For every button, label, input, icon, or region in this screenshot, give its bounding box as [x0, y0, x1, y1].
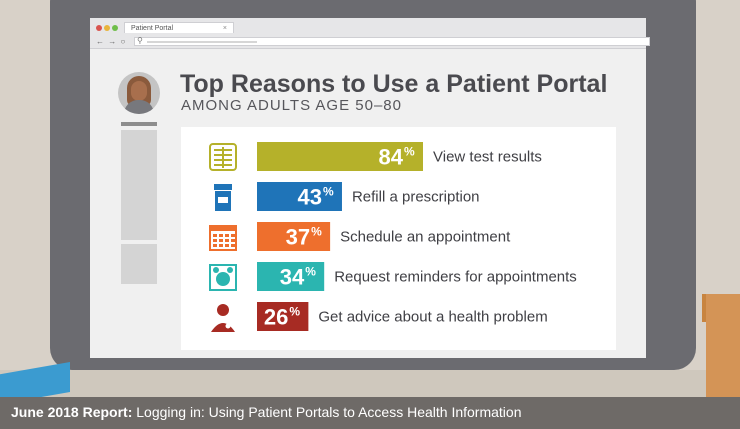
category-label: Refill a prescription — [352, 189, 480, 206]
report-label: June 2018 Report: — [11, 404, 133, 420]
data-label-unit: % — [404, 145, 415, 159]
bar-row: 43% Refill a prescription — [214, 182, 480, 211]
bar — [257, 222, 331, 251]
nav-arrows-icon[interactable]: ← → ○ — [96, 37, 127, 46]
minimize-dot[interactable] — [104, 25, 110, 31]
category-label: Schedule an appointment — [340, 229, 511, 246]
data-label: 34 — [280, 265, 305, 290]
plant-pot — [706, 294, 740, 398]
prescription-bottle-icon — [214, 184, 232, 211]
data-label: 26 — [264, 305, 288, 330]
data-label: 43 — [297, 185, 321, 210]
address-bar[interactable]: ⚲ — [134, 36, 650, 46]
bar-row: 37% Schedule an appointment — [209, 222, 511, 251]
sidebar-divider — [121, 122, 157, 126]
page-subtitle: AMONG ADULTS AGE 50–80 — [181, 97, 402, 114]
browser-chrome: Patient Portal × ← → ○ ⚲ — [90, 18, 650, 49]
doctor-icon — [211, 304, 235, 332]
category-label: View test results — [433, 149, 542, 166]
tab-close-icon[interactable]: × — [222, 25, 227, 32]
category-label: Request reminders for appointments — [334, 269, 577, 286]
calendar-icon — [209, 225, 237, 251]
address-text-placeholder — [147, 41, 257, 43]
data-label-unit: % — [305, 265, 316, 279]
tab-title: Patient Portal — [131, 25, 174, 32]
data-label-unit: % — [323, 185, 334, 199]
maximize-dot[interactable] — [112, 25, 118, 31]
bar-row: 26% Get advice about a health problem — [211, 302, 548, 332]
bar — [257, 302, 309, 331]
bar-row: 84% View test results — [209, 142, 542, 171]
page-title: Top Reasons to Use a Patient Portal — [180, 70, 608, 98]
bar-row: 34% Request reminders for appointments — [209, 262, 577, 291]
sidebar-panel-lower — [121, 244, 157, 284]
data-label: 37 — [286, 225, 310, 250]
bar — [257, 142, 423, 171]
category-label: Get advice about a health problem — [318, 309, 547, 326]
avatar — [118, 72, 160, 114]
report-footer: June 2018 Report: Logging in: Using Pati… — [11, 404, 521, 420]
sidebar-panel — [121, 130, 157, 240]
tab-patient-portal[interactable]: Patient Portal × — [124, 22, 234, 33]
bar — [257, 182, 342, 211]
data-label: 84 — [379, 145, 404, 170]
alarm-clock-icon — [209, 264, 237, 291]
report-title: Logging in: Using Patient Portals to Acc… — [136, 404, 522, 420]
footer-bar — [0, 397, 740, 429]
data-label-unit: % — [311, 225, 322, 239]
data-label-unit: % — [289, 305, 300, 319]
x-ray-icon — [209, 143, 237, 171]
bar — [257, 262, 325, 291]
desk — [0, 370, 740, 397]
close-dot[interactable] — [96, 25, 102, 31]
search-icon: ⚲ — [137, 36, 143, 45]
